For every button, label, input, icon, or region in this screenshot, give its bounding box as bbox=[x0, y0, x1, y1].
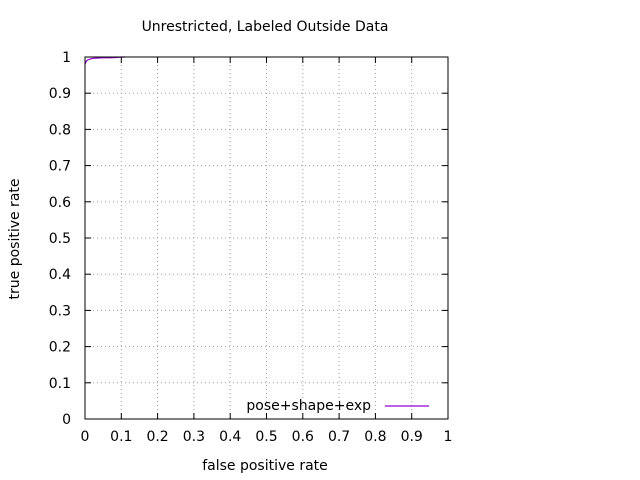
x-tick-label: 0.9 bbox=[401, 429, 423, 445]
series-line-pose-shape-exp bbox=[84, 56, 125, 65]
series-layer bbox=[84, 56, 125, 65]
y-tick-label: 0.3 bbox=[49, 303, 71, 319]
y-tick-label: 0 bbox=[62, 412, 71, 428]
grid-lines bbox=[85, 57, 448, 419]
x-tick-label: 0.4 bbox=[219, 429, 241, 445]
plot-frame bbox=[84, 56, 449, 420]
x-tick-label: 0 bbox=[81, 429, 90, 445]
y-tick-label: 1 bbox=[62, 50, 71, 66]
legend-label-pose-shape-exp: pose+shape+exp bbox=[246, 398, 371, 414]
y-tick-label: 0.5 bbox=[49, 231, 71, 247]
legend: pose+shape+exp bbox=[246, 398, 429, 414]
y-axis-label: true positive rate bbox=[7, 179, 23, 300]
y-tick-label: 0.2 bbox=[49, 340, 71, 356]
x-axis-label: false positive rate bbox=[202, 458, 328, 474]
x-tick-label: 0.1 bbox=[110, 429, 132, 445]
y-tick-label: 0.7 bbox=[49, 159, 71, 175]
y-tick-label: 0.4 bbox=[49, 267, 71, 283]
x-tick-label: 0.2 bbox=[146, 429, 168, 445]
x-tick-label: 0.5 bbox=[255, 429, 277, 445]
y-tick-label: 0.6 bbox=[49, 195, 71, 211]
x-tick-label: 1 bbox=[444, 429, 453, 445]
y-tick-label: 0.8 bbox=[49, 122, 71, 138]
y-tick-label: 0.1 bbox=[49, 376, 71, 392]
y-tick-label: 0.9 bbox=[49, 86, 71, 102]
x-axis-ticks: 0 0.1 0.2 0.3 0.4 0.5 0.6 0.7 0.8 0.9 1 bbox=[81, 57, 453, 445]
y-axis-ticks: 0 0.1 0.2 0.3 0.4 0.5 0.6 0.7 0.8 0.9 1 bbox=[49, 50, 448, 428]
x-tick-label: 0.8 bbox=[364, 429, 386, 445]
x-tick-label: 0.3 bbox=[183, 429, 205, 445]
x-tick-label: 0.6 bbox=[292, 429, 314, 445]
x-tick-label: 0.7 bbox=[328, 429, 350, 445]
chart-title: Unrestricted, Labeled Outside Data bbox=[142, 19, 389, 35]
